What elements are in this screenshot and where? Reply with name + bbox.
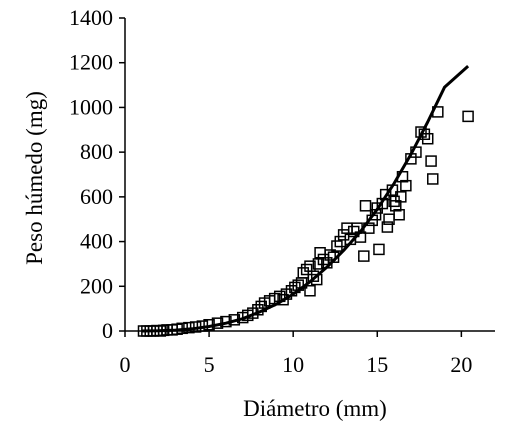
data-point [304, 285, 316, 297]
data-point [297, 267, 310, 279]
x-tick-label: 5 [204, 352, 215, 377]
x-axis-ticks: 0 5 10 15 20 [120, 331, 472, 377]
fit-curve [141, 64, 470, 333]
y-tick-label: 1200 [69, 50, 113, 75]
data-point [427, 173, 439, 185]
x-tick-label: 0 [120, 352, 131, 377]
x-tick-label: 10 [282, 352, 304, 377]
y-tick-label: 600 [80, 184, 113, 209]
data-point [376, 197, 389, 210]
x-axis-title: Diámetro (mm) [243, 396, 387, 421]
y-tick-label: 200 [80, 273, 113, 298]
data-point [300, 263, 313, 276]
data-point [462, 110, 474, 123]
data-point [381, 221, 394, 233]
data-point [421, 132, 434, 145]
data-points [137, 106, 474, 337]
data-point [400, 179, 412, 192]
y-tick-label: 1000 [69, 94, 113, 119]
data-point [314, 247, 326, 259]
y-tick-label: 400 [80, 229, 113, 254]
fit-curve-group [141, 64, 470, 333]
y-tick-label: 800 [80, 139, 113, 164]
data-point [324, 249, 336, 261]
data-point [373, 243, 385, 256]
data-point [359, 200, 372, 212]
y-axis-ticks: 0 200 400 600 800 1000 1200 1400 [69, 5, 125, 343]
y-tick-label: 0 [102, 318, 113, 343]
x-tick-label: 15 [366, 352, 388, 377]
data-point [358, 250, 370, 262]
data-point [425, 155, 437, 167]
y-axis-title: Peso húmedo (mg) [22, 91, 47, 265]
x-tick-label: 20 [450, 352, 472, 377]
data-point [395, 191, 407, 203]
y-tick-label: 1400 [69, 5, 113, 30]
data-point [341, 222, 353, 234]
data-point [393, 208, 405, 221]
axes [124, 18, 495, 332]
